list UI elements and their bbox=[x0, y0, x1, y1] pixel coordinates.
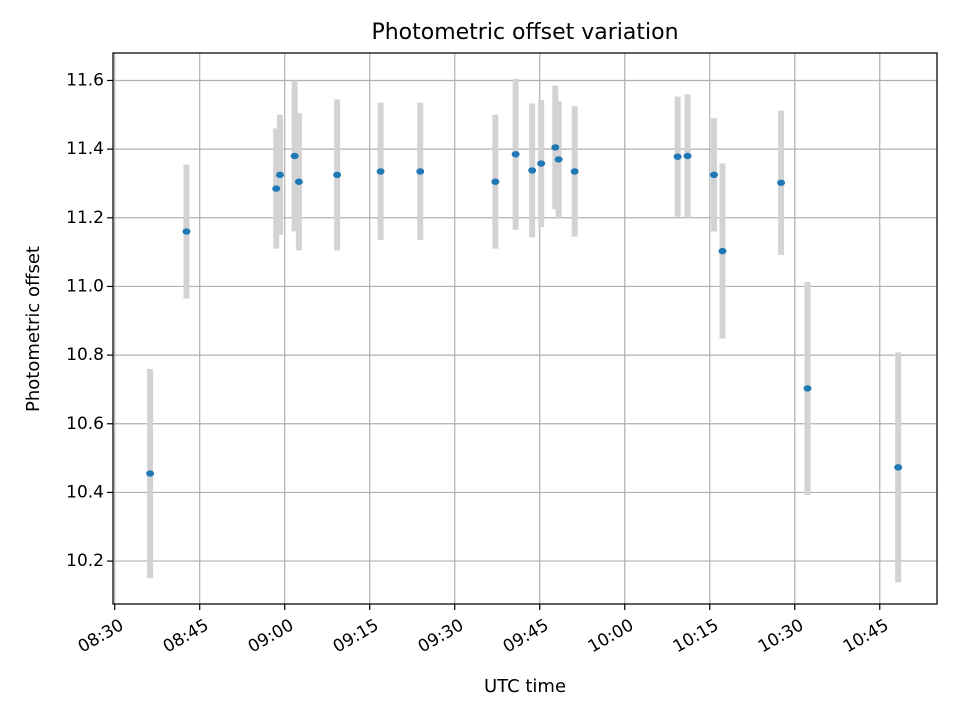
y-tick-label: 10.2 bbox=[66, 551, 104, 571]
data-point bbox=[718, 247, 727, 255]
data-point bbox=[683, 152, 692, 160]
data-point bbox=[528, 167, 537, 174]
data-point bbox=[294, 178, 303, 185]
data-point bbox=[551, 144, 560, 151]
data-point bbox=[182, 228, 191, 235]
data-point bbox=[376, 168, 385, 175]
data-point bbox=[803, 385, 812, 392]
y-axis-label: Photometric offset bbox=[23, 246, 44, 412]
data-point bbox=[894, 464, 903, 471]
chart-title: Photometric offset variation bbox=[371, 20, 678, 45]
data-point bbox=[777, 179, 786, 186]
data-point bbox=[673, 153, 682, 160]
y-tick-label: 11.2 bbox=[66, 208, 104, 228]
data-point bbox=[146, 470, 155, 477]
plot-frame bbox=[112, 52, 938, 605]
data-point bbox=[537, 160, 546, 167]
x-axis-label: UTC time bbox=[484, 676, 566, 697]
y-tick-label: 10.4 bbox=[66, 482, 104, 502]
data-point bbox=[511, 151, 520, 158]
data-point bbox=[491, 178, 500, 185]
data-points bbox=[146, 144, 903, 477]
data-point bbox=[570, 168, 579, 175]
data-point bbox=[709, 171, 718, 179]
y-axis: 10.2 10.4 10.6 10.8 11.0 11.2 11.4 11.6 bbox=[66, 70, 113, 571]
data-point bbox=[275, 171, 284, 179]
y-tick-label: 11.0 bbox=[66, 276, 104, 296]
data-point bbox=[290, 152, 299, 160]
y-tick-label: 11.4 bbox=[66, 139, 104, 159]
data-point bbox=[272, 185, 281, 192]
data-point bbox=[554, 156, 563, 163]
data-point bbox=[416, 168, 425, 175]
y-tick-label: 11.6 bbox=[66, 70, 104, 90]
y-tick-label: 10.8 bbox=[66, 345, 104, 365]
data-point bbox=[333, 171, 342, 179]
y-tick-label: 10.6 bbox=[66, 414, 104, 434]
